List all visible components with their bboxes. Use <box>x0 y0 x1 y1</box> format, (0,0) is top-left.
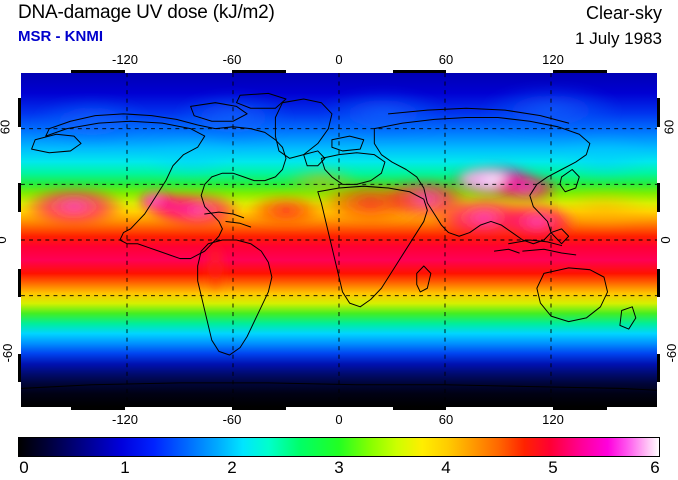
xtick-label: 0 <box>335 412 343 427</box>
coastlines <box>21 92 657 391</box>
source-label: MSR - KNMI <box>18 28 103 45</box>
xtick-label: -120 <box>111 52 139 67</box>
xtick-label: 60 <box>438 52 454 67</box>
graticule <box>21 73 657 407</box>
colorbar-gradient <box>19 438 659 456</box>
xtick-label: 60 <box>438 412 454 427</box>
ytick-label: 0 <box>0 236 9 243</box>
colorbar-tick-label: 1 <box>120 458 130 477</box>
xtick-label: 0 <box>335 52 343 67</box>
colorbar-tick-label: 6 <box>650 458 660 477</box>
colorbar-tick-label: 0 <box>19 458 29 477</box>
colorbar-tick-label: 5 <box>548 458 558 477</box>
world-uv-heatmap <box>21 73 657 407</box>
map-canvas <box>21 73 657 407</box>
xtick-label: 120 <box>542 412 564 427</box>
map-plot-area <box>18 70 660 410</box>
page-title: DNA-damage UV dose (kJ/m2) <box>18 2 275 23</box>
colorbar-tick-label: 4 <box>441 458 451 477</box>
colorbar-tick-label: 3 <box>334 458 344 477</box>
ytick-label: 60 <box>0 119 13 135</box>
colorbar <box>18 437 660 457</box>
date-label: 1 July 1983 <box>575 29 662 48</box>
ytick-label: 0 <box>658 236 674 244</box>
xtick-label: -120 <box>111 412 139 427</box>
figure-header: DNA-damage UV dose (kJ/m2) MSR - KNMI Cl… <box>0 0 678 56</box>
xtick-label: -60 <box>222 52 242 67</box>
ytick-label: -60 <box>663 343 678 363</box>
ytick-label: 60 <box>661 119 677 135</box>
xtick-label: -60 <box>222 412 242 427</box>
xtick-label: 120 <box>542 52 564 67</box>
colorbar-tick-label: 2 <box>227 458 237 477</box>
condition-label: Clear-sky <box>585 3 662 23</box>
ytick-label: -60 <box>0 343 15 363</box>
